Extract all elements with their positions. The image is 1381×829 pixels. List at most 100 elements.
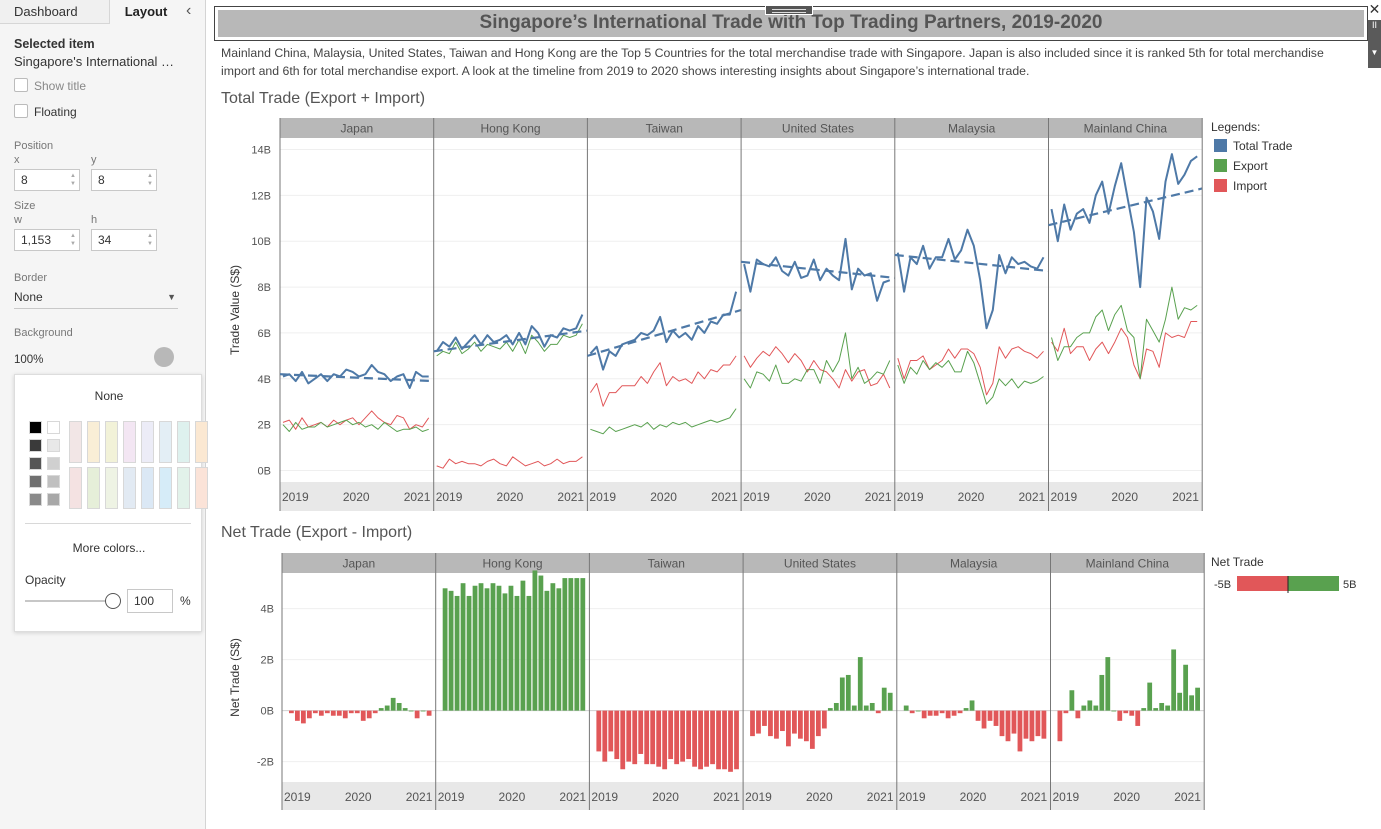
color-none-option[interactable]: None [94, 389, 124, 403]
x-tick-label: 2021 [711, 490, 738, 504]
x-axis-band [589, 782, 744, 810]
x-tick-label: 2019 [436, 490, 463, 504]
net-trade-bar [857, 657, 863, 711]
x-tick-label: 2021 [867, 790, 894, 804]
pastel-swatch[interactable] [123, 467, 136, 509]
gray-swatch[interactable] [29, 475, 42, 488]
y-tick-label: 4B [258, 374, 271, 386]
pastel-swatch[interactable] [141, 421, 154, 463]
pastel-swatch[interactable] [195, 421, 208, 463]
y-axis-label: Trade Value (S$) [228, 265, 242, 355]
net-trade-bar [336, 710, 342, 716]
net-trade-bar [562, 578, 568, 711]
pastel-swatch[interactable] [87, 467, 100, 509]
gray-swatch[interactable] [47, 421, 60, 434]
net-trade-bar [1183, 664, 1189, 711]
panel-header-label: Japan [340, 122, 373, 136]
net-trade-bar [809, 710, 815, 749]
y-tick-label: 2B [258, 420, 271, 432]
net-trade-bar [1141, 708, 1147, 711]
border-select[interactable]: None ▼ [14, 289, 178, 309]
net-trade-bar [330, 710, 336, 716]
height-input[interactable]: 34 ▲ ▼ [91, 229, 157, 251]
pastel-swatch[interactable] [105, 421, 118, 463]
gray-swatch[interactable] [29, 493, 42, 506]
x-stepper-icon[interactable]: ▲ ▼ [70, 173, 76, 187]
gray-swatch[interactable] [29, 421, 42, 434]
gray-swatch[interactable] [47, 457, 60, 470]
net-trade-bar [390, 697, 396, 711]
pastel-swatch[interactable] [159, 421, 172, 463]
width-input[interactable]: 1,153 ▲ ▼ [14, 229, 80, 251]
trend-line [433, 329, 588, 353]
x-tick-label: 2020 [652, 790, 679, 804]
net-trade-bar [1005, 710, 1011, 742]
net-trade-bar [644, 710, 650, 765]
background-color-swatch[interactable] [154, 347, 174, 367]
net-trade-bar [372, 710, 378, 714]
tab-layout[interactable]: Layout [110, 0, 182, 24]
net-trade-bar [1177, 692, 1183, 711]
gray-swatch[interactable] [29, 457, 42, 470]
more-options-label: II [1371, 20, 1377, 30]
panel-header-label: Taiwan [646, 122, 683, 136]
panel-header-label: United States [784, 557, 856, 571]
net-trade-bar [722, 710, 727, 770]
floating-checkbox[interactable] [14, 104, 28, 118]
net-trade-bar [750, 710, 755, 737]
x-axis-band [894, 482, 1049, 511]
panel-header [280, 118, 434, 138]
x-tick-label: 2020 [650, 490, 677, 504]
gray-swatch[interactable] [29, 439, 42, 452]
dashboard-title-container[interactable]: Singapore’s International Trade with Top… [214, 5, 1368, 41]
net-trade-bar [1069, 690, 1075, 711]
net-trade-bar [798, 710, 803, 739]
net-trade-bar [620, 710, 626, 770]
gray-swatch[interactable] [47, 493, 60, 506]
collapse-panel-icon[interactable]: ‹ [186, 2, 192, 19]
pastel-swatch[interactable] [69, 421, 82, 463]
more-colors-link[interactable]: More colors... [72, 541, 146, 555]
chevron-down-icon: ▼ [167, 292, 176, 302]
pastel-swatch[interactable] [69, 467, 82, 509]
pastel-swatch[interactable] [159, 467, 172, 509]
pastel-swatch[interactable] [177, 421, 190, 463]
y-position-input[interactable]: 8 ▲ ▼ [91, 169, 157, 191]
tab-dashboard[interactable]: Dashboard [0, 0, 110, 24]
net-trade-bar [408, 710, 414, 712]
opacity-slider-track[interactable] [25, 600, 113, 602]
legend-title: Legends: [1211, 120, 1260, 134]
x-tick-label: 2019 [1053, 790, 1080, 804]
x-position-input[interactable]: 8 ▲ ▼ [14, 169, 80, 191]
import-line [1051, 321, 1198, 380]
net-trade-bar [981, 710, 987, 729]
legend-swatch [1214, 159, 1227, 172]
net-trade-bar [289, 710, 294, 714]
net-trade-bar [414, 710, 420, 719]
opacity-slider-thumb[interactable] [105, 593, 121, 609]
pastel-swatch[interactable] [105, 467, 118, 509]
gray-swatch[interactable] [47, 439, 60, 452]
close-icon[interactable]: ✕ [1368, 1, 1381, 17]
net-trade-bar [318, 710, 324, 716]
pastel-swatch[interactable] [177, 467, 190, 509]
width-stepper-icon[interactable]: ▲ ▼ [70, 233, 76, 247]
trend-line [1048, 187, 1203, 227]
trend-line [894, 253, 1049, 273]
pastel-swatch[interactable] [123, 421, 136, 463]
show-title-checkbox[interactable] [14, 78, 28, 92]
net-trade-bar [1153, 708, 1159, 711]
pastel-swatch[interactable] [195, 467, 208, 509]
more-options-tab[interactable]: II ▼ [1368, 20, 1381, 68]
net-trade-bar [448, 590, 454, 711]
x-tick-label: 2020 [497, 490, 524, 504]
opacity-input[interactable]: 100 [127, 589, 173, 613]
drag-handle-icon[interactable] [765, 5, 813, 15]
pastel-swatch[interactable] [87, 421, 100, 463]
pastel-swatch[interactable] [141, 467, 154, 509]
y-stepper-icon[interactable]: ▲ ▼ [147, 173, 153, 187]
gray-swatch[interactable] [47, 475, 60, 488]
net-trade-bar [774, 710, 779, 739]
y-tick-label: 10B [251, 236, 271, 248]
height-stepper-icon[interactable]: ▲ ▼ [147, 233, 153, 247]
